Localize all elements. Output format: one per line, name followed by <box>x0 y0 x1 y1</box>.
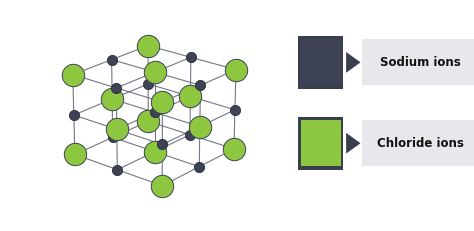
FancyBboxPatch shape <box>301 39 341 85</box>
FancyBboxPatch shape <box>362 120 474 166</box>
Polygon shape <box>346 52 361 73</box>
FancyBboxPatch shape <box>301 120 341 166</box>
FancyBboxPatch shape <box>362 39 474 85</box>
Text: Sodium ions: Sodium ions <box>380 56 460 69</box>
Text: Chloride ions: Chloride ions <box>376 137 464 150</box>
Polygon shape <box>346 133 361 154</box>
FancyBboxPatch shape <box>299 36 343 89</box>
FancyBboxPatch shape <box>299 117 343 170</box>
